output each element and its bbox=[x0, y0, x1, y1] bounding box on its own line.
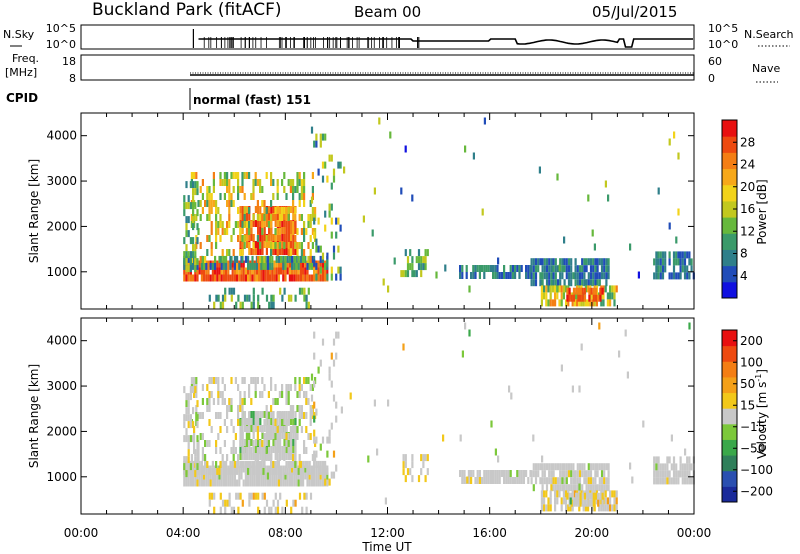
nsearch-tick-top: 10^5 bbox=[708, 22, 738, 35]
nsky-label: N.Sky bbox=[3, 28, 35, 41]
colorbar-tick-label: 50 bbox=[740, 377, 755, 391]
colorbar-tick-label: −15 bbox=[740, 420, 765, 434]
velocity-panel: 1000 2000 3000 4000 Slant Range [km] 200 100… bbox=[27, 317, 773, 515]
colorbar-swatch bbox=[722, 361, 737, 378]
velocity-data bbox=[183, 322, 695, 514]
colorbar-tick-label: −100 bbox=[740, 463, 773, 477]
colorbar-swatch bbox=[722, 168, 737, 186]
power-x-axis bbox=[80, 113, 695, 309]
x-tick-label: 04:00 bbox=[166, 526, 201, 540]
beam-label: Beam 00 bbox=[354, 3, 421, 21]
y-tick-label: 3000 bbox=[46, 379, 77, 393]
freq-tick-top: 18 bbox=[62, 55, 76, 68]
colorbar-swatch bbox=[722, 376, 737, 394]
nsky-trace bbox=[192, 29, 693, 48]
nsky-panel: N.Sky 10^5 10^0 10^5 10^0 N.Search bbox=[3, 22, 794, 51]
nsearch-label: N.Search bbox=[744, 28, 794, 41]
colorbar-tick-label: 8 bbox=[740, 247, 748, 261]
date-label: 05/Jul/2015 bbox=[592, 3, 677, 21]
power-ylabel: Slant Range [km] bbox=[27, 159, 41, 263]
colorbar-swatch bbox=[722, 233, 737, 250]
nsearch-tick-bottom: 10^0 bbox=[708, 38, 738, 51]
colorbar-tick-label: 16 bbox=[740, 202, 755, 216]
nave-tick-top: 60 bbox=[708, 55, 722, 68]
x-tick-label: 12:00 bbox=[370, 526, 405, 540]
nsky-tick-bottom: 10^0 bbox=[46, 38, 76, 51]
x-tick-label: 20:00 bbox=[575, 526, 610, 540]
y-tick-label: 3000 bbox=[46, 174, 77, 188]
colorbar-tick-label: 28 bbox=[740, 135, 755, 149]
colorbar-swatch bbox=[722, 486, 737, 503]
colorbar-swatch bbox=[722, 136, 737, 153]
colorbar-swatch bbox=[722, 423, 737, 440]
colorbar-tick-label: 100 bbox=[740, 355, 763, 369]
colorbar-swatch bbox=[722, 392, 737, 409]
y-tick-label: 2000 bbox=[46, 424, 77, 438]
x-tick-label: 00:00 bbox=[677, 526, 712, 540]
freq-unit: [MHz] bbox=[5, 66, 37, 79]
colorbar-swatch bbox=[722, 330, 737, 347]
nsky-line bbox=[198, 38, 693, 48]
velocity-ylabel: Slant Range [km] bbox=[27, 364, 41, 468]
cpid-text: normal (fast) 151 bbox=[193, 93, 311, 107]
y-tick-label: 1000 bbox=[46, 265, 77, 279]
y-tick-label: 4000 bbox=[46, 129, 77, 143]
velocity-y-axis: 1000 2000 3000 4000 bbox=[46, 334, 694, 484]
velocity-x-axis bbox=[80, 318, 695, 514]
freq-tick-bottom: 8 bbox=[69, 72, 76, 85]
colorbar-swatch bbox=[722, 281, 737, 299]
power-data bbox=[183, 117, 695, 309]
x-tick-label: 08:00 bbox=[268, 526, 303, 540]
freq-label: Freq. bbox=[12, 52, 39, 65]
colorbar-tick-label: 200 bbox=[740, 334, 763, 348]
colorbar-tick-label: 20 bbox=[740, 180, 755, 194]
y-tick-label: 1000 bbox=[46, 470, 77, 484]
colorbar-tick-label: −50 bbox=[740, 441, 765, 455]
cpid-row: CPID normal (fast) 151 bbox=[6, 88, 311, 110]
colorbar-swatch bbox=[722, 265, 737, 283]
velocity-colorbar-label: Velocity [m s-1] bbox=[754, 369, 769, 459]
colorbar-swatch bbox=[722, 200, 737, 218]
velocity-colorbar: 200 100 50 15 −15 −50 −100 −200 bbox=[721, 329, 773, 503]
colorbar-swatch bbox=[722, 184, 737, 202]
colorbar-swatch bbox=[722, 455, 737, 472]
figure-title: Buckland Park (fitACF) bbox=[92, 0, 282, 20]
x-axis-title: Time UT bbox=[361, 540, 412, 554]
power-colorbar-label: Power [dB] bbox=[755, 179, 769, 244]
colorbar-swatch bbox=[722, 217, 737, 234]
cpid-label: CPID bbox=[6, 91, 38, 105]
y-tick-label: 2000 bbox=[46, 219, 77, 233]
nave-label: Nave bbox=[752, 62, 780, 75]
colorbar-tick-label: 24 bbox=[740, 158, 755, 172]
power-y-axis: 1000 2000 3000 4000 bbox=[46, 129, 694, 279]
colorbar-swatch bbox=[722, 345, 737, 362]
freq-panel: Freq. [MHz] 18 8 60 0 Nave bbox=[5, 52, 780, 85]
colorbar-swatch bbox=[722, 439, 737, 456]
x-tick-label: 00:00 bbox=[64, 526, 99, 540]
power-panel: 1000 2000 3000 4000 Slant Range [km] 4 8 12 16… bbox=[27, 112, 769, 310]
x-tick-label: 16:00 bbox=[472, 526, 507, 540]
colorbar-swatch bbox=[722, 408, 737, 425]
colorbar-swatch bbox=[722, 470, 737, 487]
time-axis-labels: 00:00 04:00 08:00 12:00 16:00 20:00 00:00 bbox=[64, 526, 712, 540]
colorbar-swatch bbox=[722, 120, 737, 137]
nave-tick-bottom: 0 bbox=[708, 72, 715, 85]
colorbar-tick-label: −200 bbox=[740, 484, 773, 498]
colorbar-tick-label: 15 bbox=[740, 398, 755, 412]
nsky-tick-top: 10^5 bbox=[46, 22, 76, 35]
colorbar-tick-label: 4 bbox=[740, 269, 748, 283]
colorbar-swatch bbox=[722, 152, 737, 170]
y-tick-label: 4000 bbox=[46, 334, 77, 348]
colorbar-tick-label: 12 bbox=[740, 224, 755, 238]
power-colorbar: 4 8 12 16 20 24 28 bbox=[721, 119, 755, 299]
colorbar-swatch bbox=[722, 249, 737, 267]
